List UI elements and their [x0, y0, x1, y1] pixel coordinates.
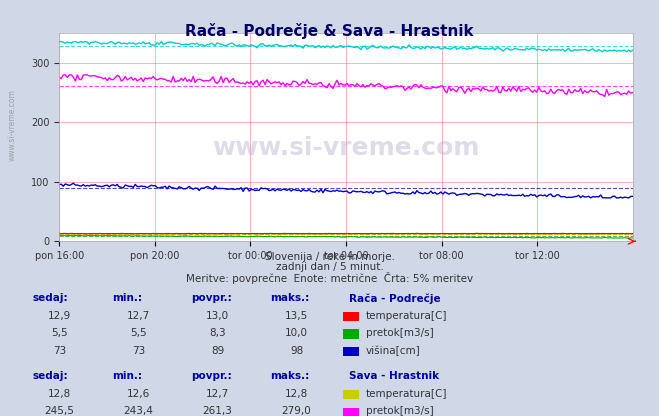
Text: 13,5: 13,5 — [285, 311, 308, 321]
Text: 243,4: 243,4 — [123, 406, 154, 416]
Text: 279,0: 279,0 — [281, 406, 312, 416]
Text: 98: 98 — [290, 346, 303, 356]
Text: min.:: min.: — [112, 371, 142, 381]
Text: 10,0: 10,0 — [285, 328, 308, 338]
Text: 12,7: 12,7 — [206, 389, 229, 399]
Text: 73: 73 — [53, 346, 66, 356]
Text: 13,0: 13,0 — [206, 311, 229, 321]
Text: sedaj:: sedaj: — [33, 371, 69, 381]
Text: 12,8: 12,8 — [285, 389, 308, 399]
Text: temperatura[C]: temperatura[C] — [366, 311, 447, 321]
Text: www.si-vreme.com: www.si-vreme.com — [8, 89, 17, 161]
Text: www.si-vreme.com: www.si-vreme.com — [212, 136, 480, 160]
Text: 12,9: 12,9 — [47, 311, 71, 321]
Text: 5,5: 5,5 — [130, 328, 147, 338]
Text: sedaj:: sedaj: — [33, 293, 69, 303]
Text: Meritve: povprečne  Enote: metrične  Črta: 5% meritev: Meritve: povprečne Enote: metrične Črta:… — [186, 272, 473, 285]
Text: Slovenija / reke in morje.: Slovenija / reke in morje. — [264, 252, 395, 262]
Text: 89: 89 — [211, 346, 224, 356]
Text: 5,5: 5,5 — [51, 328, 68, 338]
Text: Rača - Podrečje & Sava - Hrastnik: Rača - Podrečje & Sava - Hrastnik — [185, 23, 474, 39]
Text: maks.:: maks.: — [270, 371, 310, 381]
Text: temperatura[C]: temperatura[C] — [366, 389, 447, 399]
Text: povpr.:: povpr.: — [191, 371, 232, 381]
Text: 12,8: 12,8 — [47, 389, 71, 399]
Text: 12,7: 12,7 — [127, 311, 150, 321]
Text: Rača - Podrečje: Rača - Podrečje — [349, 293, 441, 304]
Text: min.:: min.: — [112, 293, 142, 303]
Text: pretok[m3/s]: pretok[m3/s] — [366, 406, 434, 416]
Text: 261,3: 261,3 — [202, 406, 233, 416]
Text: zadnji dan / 5 minut.: zadnji dan / 5 minut. — [275, 262, 384, 272]
Text: 8,3: 8,3 — [209, 328, 226, 338]
Text: pretok[m3/s]: pretok[m3/s] — [366, 328, 434, 338]
Text: višina[cm]: višina[cm] — [366, 346, 420, 356]
Text: 245,5: 245,5 — [44, 406, 74, 416]
Text: Sava - Hrastnik: Sava - Hrastnik — [349, 371, 440, 381]
Text: 73: 73 — [132, 346, 145, 356]
Text: povpr.:: povpr.: — [191, 293, 232, 303]
Text: 12,6: 12,6 — [127, 389, 150, 399]
Text: maks.:: maks.: — [270, 293, 310, 303]
